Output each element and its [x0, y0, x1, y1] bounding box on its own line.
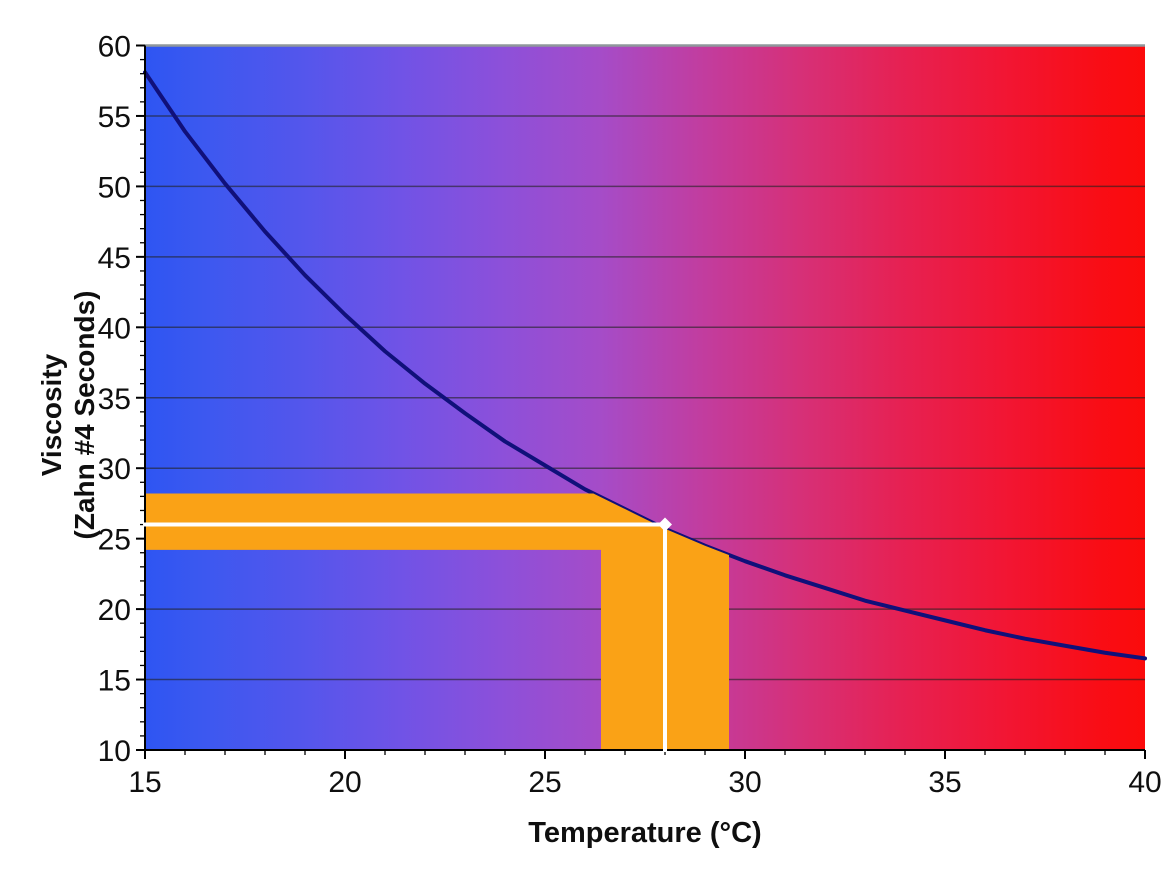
y-tick-label: 55: [98, 101, 131, 134]
y-axis-title: Viscosity (Zahn #4 Seconds): [35, 291, 101, 540]
x-tick-label: 20: [328, 766, 361, 799]
x-tick-label: 30: [728, 766, 761, 799]
y-tick-label: 50: [98, 171, 131, 204]
y-axis-title-line1: Viscosity: [35, 353, 67, 477]
x-tick-label: 40: [1128, 766, 1161, 799]
y-tick-label: 35: [98, 383, 131, 416]
y-tick-label: 60: [98, 31, 131, 64]
y-tick-label: 45: [98, 242, 131, 275]
y-tick-label: 20: [98, 594, 131, 627]
y-tick-label: 15: [98, 665, 131, 698]
y-axis-title-line2: (Zahn #4 Seconds): [69, 290, 100, 540]
y-tick-label: 10: [98, 735, 131, 768]
y-tick-label: 30: [98, 453, 131, 486]
y-tick-label: 40: [98, 312, 131, 345]
x-tick-label: 25: [528, 766, 561, 799]
x-axis-title: Temperature (°C): [528, 817, 762, 849]
target-point-marker: [658, 517, 672, 532]
y-tick-label: 25: [98, 524, 131, 557]
x-tick-label: 35: [928, 766, 961, 799]
x-tick-label: 15: [128, 766, 161, 799]
